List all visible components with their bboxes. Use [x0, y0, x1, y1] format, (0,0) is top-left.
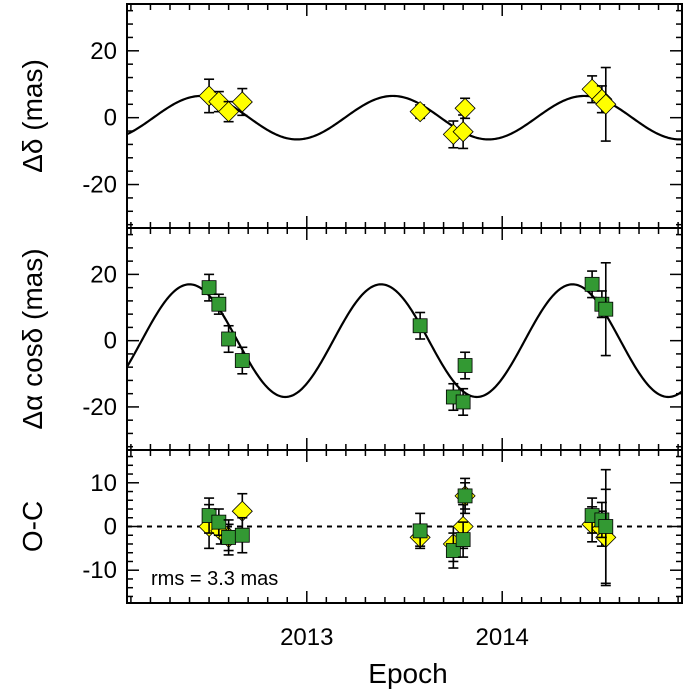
y-tick-label: 20: [90, 38, 117, 65]
data-point-diamond: [231, 91, 253, 113]
chart-panels: 20 0 -20 Δδ (mas) 20 0 -20 Δα cosδ (mas) 10 0 -10 O…: [17, 3, 683, 651]
y-axis-label-oc: O-C: [17, 501, 48, 552]
y-axis-label-dec: Δδ (mas): [17, 59, 48, 173]
data-point-square: [457, 488, 473, 504]
data-point-diamond: [595, 93, 617, 115]
y-tick-label: -20: [82, 172, 117, 199]
data-point-square: [211, 296, 227, 312]
data-point-square: [201, 280, 217, 296]
data-point-diamond: [454, 97, 476, 119]
data-point-square: [455, 394, 471, 410]
y-axis-label-ra: Δα cosδ (mas): [17, 248, 48, 429]
data-point-square: [584, 276, 600, 292]
data-point-square: [234, 527, 250, 543]
data-point-square: [221, 331, 237, 347]
panel-ra: 20 0 -20 Δα cosδ (mas): [17, 227, 683, 451]
data-point-square: [598, 301, 614, 317]
panel-oc: 10 0 -10 O-C rms = 3.3 mas: [17, 449, 683, 604]
data-point-diamond: [452, 121, 474, 143]
panel-frame: [126, 3, 683, 229]
data-point-square: [598, 519, 614, 534]
y-tick-label: 20: [90, 261, 117, 288]
y-tick-label: -20: [82, 394, 117, 421]
panel-dec: 20 0 -20 Δδ (mas): [17, 3, 683, 229]
x-tick-label: 2014: [476, 624, 529, 651]
data-point-square: [457, 358, 473, 373]
data-point-square: [412, 523, 428, 539]
x-tick-label: 2013: [280, 624, 333, 651]
rms-annotation: rms = 3.3 mas: [151, 568, 278, 590]
y-tick-label: 0: [104, 328, 117, 355]
data-point-square: [211, 514, 227, 530]
plot-area-dec: [127, 66, 682, 150]
data-point-square: [445, 543, 461, 558]
data-point-diamond: [218, 101, 240, 123]
y-tick-label: -10: [82, 557, 117, 584]
data-point-square: [234, 353, 250, 368]
y-tick-label: 10: [90, 470, 117, 497]
data-point-diamond: [409, 101, 431, 123]
data-point-square: [412, 318, 428, 334]
data-point-square: [221, 530, 237, 545]
data-point-square: [455, 532, 471, 548]
y-tick-label: 0: [104, 514, 117, 541]
plot-area-ra: [127, 261, 682, 417]
panel-frame: [126, 227, 683, 451]
plot-area-oc: [127, 468, 682, 587]
x-axis-label: Epoch: [368, 658, 447, 689]
y-tick-label: 0: [104, 105, 117, 132]
